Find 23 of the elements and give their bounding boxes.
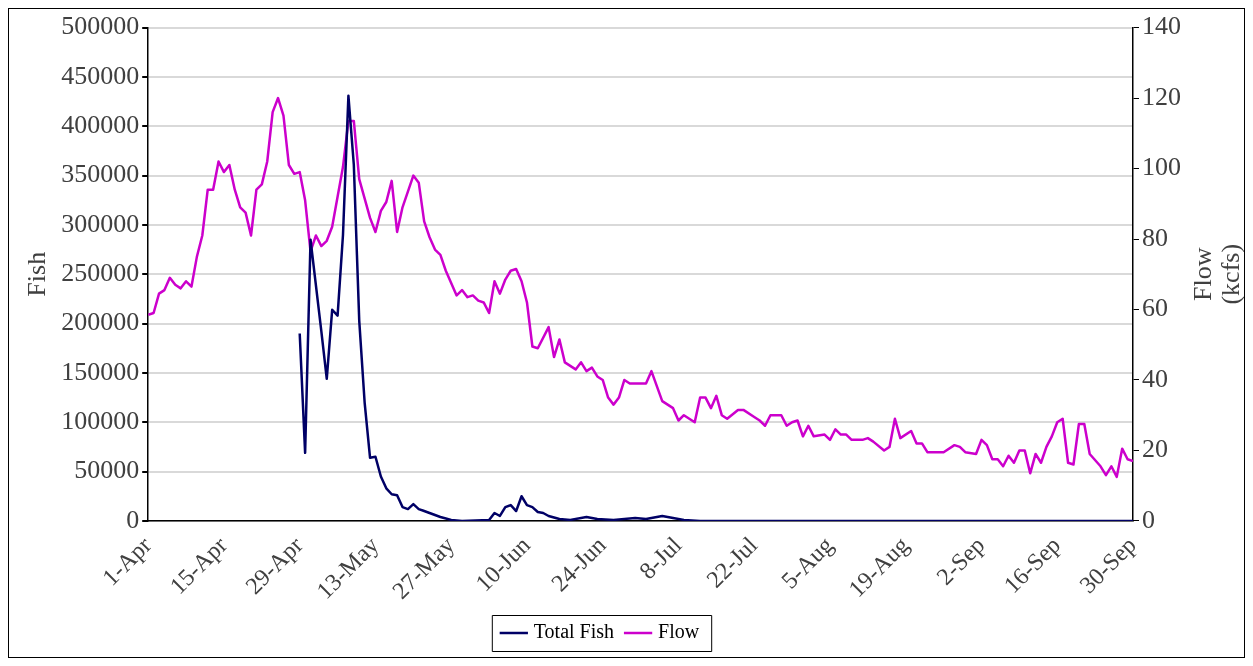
legend-label: Flow	[658, 620, 700, 643]
y-tick-label: 150000	[61, 356, 140, 386]
y-tick-label: 100000	[61, 406, 140, 436]
y2-tick-label: 60	[1142, 293, 1168, 323]
y-tick-label: 50000	[74, 455, 140, 485]
y2-tick-label: 140	[1142, 11, 1181, 41]
y2-tick-label: 80	[1142, 222, 1168, 252]
y-tick-label: 450000	[61, 60, 140, 90]
y-tick-label: 500000	[61, 11, 140, 41]
y2-tick-label: 100	[1142, 152, 1181, 182]
y-tick-label: 0	[126, 504, 140, 534]
y-tick-label: 400000	[61, 110, 140, 140]
y2-tick-label: 20	[1142, 434, 1168, 464]
y-tick-label: 300000	[61, 208, 140, 238]
y-tick-label: 350000	[61, 159, 140, 189]
y2-tick-label: 0	[1142, 504, 1155, 534]
y2-tick-label: 40	[1142, 363, 1168, 393]
y2-tick-label: 120	[1142, 81, 1181, 111]
y-axis-title: Fish	[22, 251, 52, 297]
y2-axis-title: Flow (kcfs)	[1187, 243, 1245, 305]
y-tick-label: 200000	[61, 307, 140, 337]
y-tick-label: 250000	[61, 258, 140, 288]
legend-label: Total Fish	[533, 620, 615, 643]
